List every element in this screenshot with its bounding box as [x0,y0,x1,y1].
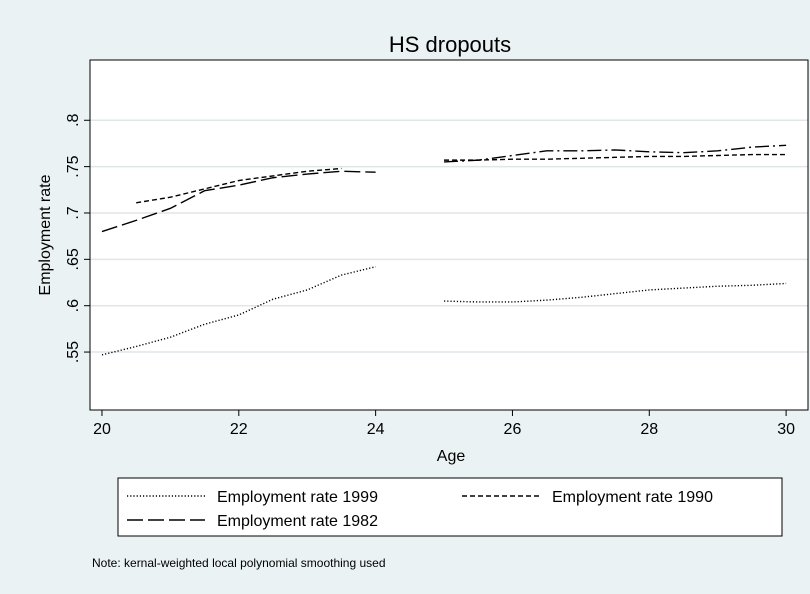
legend-box [117,477,783,537]
series-line [101,266,376,356]
x-axis-label: Age [437,448,466,465]
legend-label: Employment rate 1990 [552,489,713,506]
plot-area [90,60,808,410]
legend-label: Employment rate 1999 [217,489,378,506]
legend-label: Employment rate 1982 [217,513,378,530]
y-axis-label: Employment rate [37,174,54,295]
y-tick-label: .8 [65,113,82,126]
x-tick-label: 22 [230,421,248,438]
x-tick-label: 24 [367,421,385,438]
x-tick-label: 20 [93,421,111,438]
series-line [101,170,376,233]
series-line [444,144,787,163]
series-line [136,167,342,204]
chart-title: HS dropouts [389,32,511,57]
y-tick-label: .65 [65,248,82,270]
x-tick-label: 30 [777,421,795,438]
y-tick-label: .75 [65,155,82,177]
y-tick-label: .7 [65,206,82,219]
plot-border [89,59,809,411]
series-line [444,282,787,303]
x-tick-label: 26 [504,421,522,438]
note: Note: kernal-weighted local polynomial s… [92,556,386,570]
x-tick-label: 28 [640,421,658,438]
series-line [444,153,787,161]
y-tick-label: .55 [65,341,82,363]
y-tick-label: .6 [65,299,82,312]
